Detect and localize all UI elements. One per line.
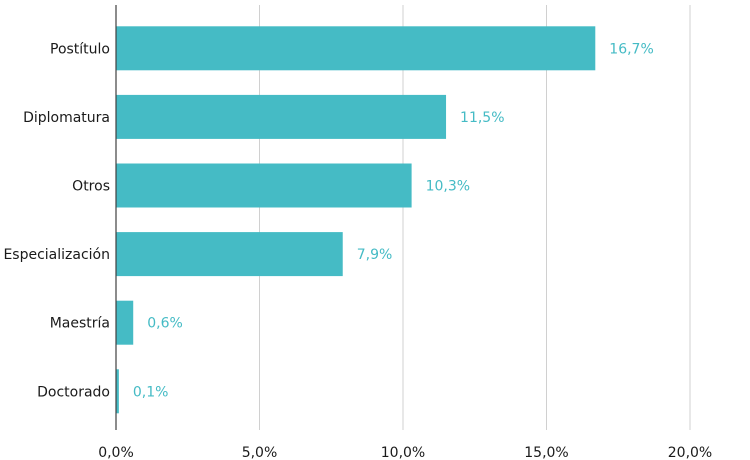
category-label: Postítulo <box>50 41 110 57</box>
value-labels: 16,7% 11,5% 10,3% 7,9% 0,6% 0,1% <box>133 41 654 400</box>
value-label: 0,1% <box>133 384 169 400</box>
bar <box>116 94 447 139</box>
bar <box>116 369 119 414</box>
gridlines <box>259 5 691 430</box>
x-tick-label: 10,0% <box>381 445 425 460</box>
category-label: Maestría <box>50 316 110 332</box>
x-tick-label: 5,0% <box>242 445 278 460</box>
bar <box>116 26 596 71</box>
x-tick-label: 0,0% <box>98 445 134 460</box>
value-label: 7,9% <box>357 247 393 263</box>
bar <box>116 232 343 277</box>
value-label: 10,3% <box>426 179 470 195</box>
category-label: Especialización <box>3 247 110 263</box>
bar <box>116 163 412 208</box>
x-tick-label: 20,0% <box>668 445 712 460</box>
x-tick-label: 15,0% <box>524 445 568 460</box>
value-label: 11,5% <box>460 110 504 126</box>
bars <box>116 26 596 414</box>
value-label: 0,6% <box>147 316 183 332</box>
category-label: Otros <box>72 179 110 195</box>
value-label: 16,7% <box>609 41 653 57</box>
bar <box>116 300 134 345</box>
category-labels: Postítulo Diplomatura Otros Especialización… <box>3 41 110 400</box>
category-label: Doctorado <box>37 384 110 400</box>
category-label: Diplomatura <box>23 110 110 126</box>
x-axis-tick-labels: 0,0% 5,0% 10,0% 15,0% 20,0% <box>98 445 712 460</box>
